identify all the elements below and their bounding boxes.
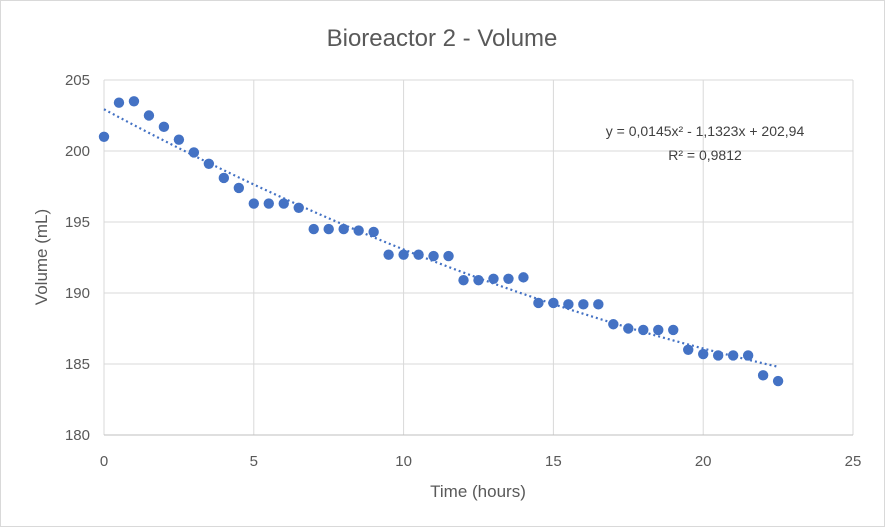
data-point	[143, 110, 155, 121]
data-point	[353, 225, 364, 236]
y-tick-label: 185	[65, 356, 90, 373]
data-point	[668, 324, 679, 336]
data-point	[653, 324, 664, 336]
data-point	[278, 198, 289, 209]
x-tick-label: 10	[395, 453, 412, 470]
x-axis-label: Time (hours)	[430, 482, 526, 501]
data-point	[188, 147, 200, 158]
x-tick-label: 5	[250, 453, 258, 470]
x-axis-ticks: 0 5 10 15 20 25	[100, 453, 862, 470]
trendline	[103, 108, 779, 368]
data-point	[712, 350, 724, 361]
data-point	[428, 250, 439, 262]
y-axis-label: Volume (mL)	[32, 209, 51, 305]
y-tick-label: 200	[65, 143, 90, 160]
x-tick-label: 0	[100, 453, 108, 470]
data-point	[338, 223, 349, 235]
data-point	[263, 198, 274, 209]
y-tick-label: 180	[65, 427, 90, 444]
data-point	[623, 323, 634, 334]
data-point	[158, 121, 170, 133]
data-point	[128, 96, 140, 107]
data-point	[533, 297, 544, 309]
data-point	[727, 350, 739, 361]
data-point	[518, 272, 529, 283]
data-points	[98, 96, 784, 387]
data-point	[413, 249, 424, 260]
data-point	[98, 131, 110, 142]
data-point	[488, 273, 499, 284]
data-point	[443, 250, 454, 262]
data-point	[503, 273, 514, 284]
data-point	[458, 275, 469, 286]
data-point	[638, 324, 649, 336]
chart-title: Bioreactor 2 - Volume	[327, 25, 558, 52]
data-point	[113, 97, 125, 108]
data-point	[173, 134, 185, 145]
data-point	[233, 182, 245, 194]
data-point	[772, 375, 784, 387]
y-tick-label: 190	[65, 285, 90, 302]
data-point	[203, 158, 215, 169]
data-point	[578, 299, 589, 310]
data-point	[593, 299, 604, 310]
data-point	[563, 299, 574, 310]
data-point	[683, 344, 694, 355]
data-point	[608, 319, 619, 330]
data-point	[383, 249, 394, 260]
data-point	[308, 223, 319, 235]
x-tick-label: 15	[545, 453, 562, 470]
data-point	[757, 370, 769, 381]
y-tick-label: 195	[65, 214, 90, 231]
data-point	[473, 275, 484, 286]
data-point	[248, 198, 259, 209]
data-point	[323, 223, 334, 235]
trendline-r-squared: R² = 0,9812	[668, 147, 742, 163]
data-point	[218, 172, 230, 184]
gridlines	[103, 79, 854, 436]
y-tick-label: 205	[65, 72, 90, 89]
y-axis-ticks: 180 185 190 195 200 205	[65, 72, 90, 444]
data-point	[368, 226, 379, 238]
x-tick-label: 25	[845, 453, 862, 470]
data-point	[398, 249, 409, 260]
data-point	[548, 297, 559, 309]
data-point	[698, 348, 709, 360]
trendline-equation: y = 0,0145x² - 1,1323x + 202,94	[606, 123, 805, 139]
data-point	[742, 350, 754, 361]
data-point	[293, 202, 304, 213]
x-tick-label: 20	[695, 453, 712, 470]
